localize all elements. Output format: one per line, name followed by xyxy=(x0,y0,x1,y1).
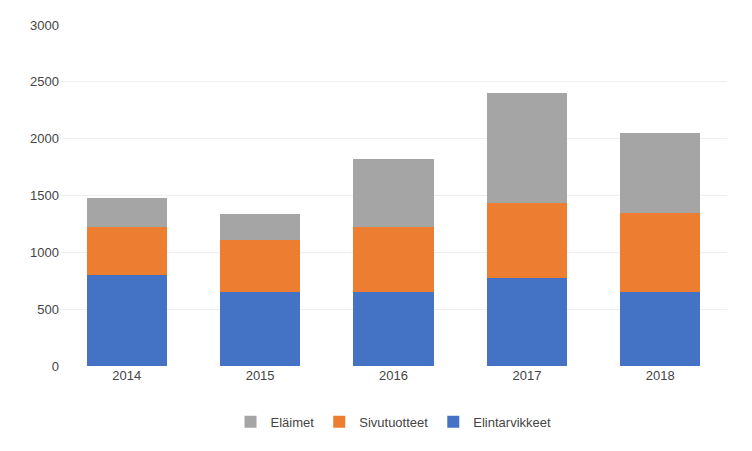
svg-text:2000: 2000 xyxy=(30,131,59,146)
svg-text:2018: 2018 xyxy=(646,368,675,383)
svg-text:Eläimet: Eläimet xyxy=(271,415,315,430)
svg-text:0: 0 xyxy=(52,359,59,374)
svg-text:Sivutuotteet: Sivutuotteet xyxy=(359,415,428,430)
svg-text:2016: 2016 xyxy=(379,368,408,383)
svg-text:2017: 2017 xyxy=(512,368,541,383)
svg-text:2015: 2015 xyxy=(246,368,275,383)
svg-text:3000: 3000 xyxy=(30,18,59,33)
svg-text:2014: 2014 xyxy=(112,368,141,383)
svg-text:2500: 2500 xyxy=(30,74,59,89)
svg-text:500: 500 xyxy=(37,302,59,317)
svg-text:1500: 1500 xyxy=(30,188,59,203)
svg-text:1000: 1000 xyxy=(30,245,59,260)
svg-text:Elintarvikkeet: Elintarvikkeet xyxy=(473,415,551,430)
